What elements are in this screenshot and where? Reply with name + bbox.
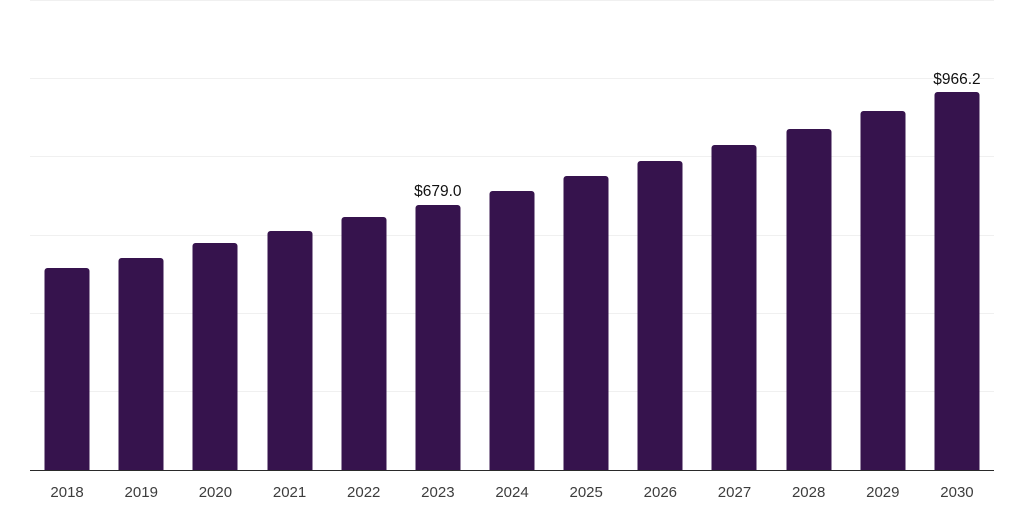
plot-area: $679.0 $966.2 [30,0,994,471]
bar-value-label-2030: $966.2 [933,70,981,88]
bar-2028[interactable] [786,128,832,470]
x-axis-tick-label-2018: 2018 [50,484,84,501]
x-axis-tick-label-2025: 2025 [569,484,603,501]
bar-band-2027 [697,1,771,470]
x-axis-tick-label-2023: 2023 [421,484,455,501]
bar-band-2019 [104,1,178,470]
bar-2030[interactable]: $966.2 [933,72,981,470]
x-axis-tick-label-2022: 2022 [347,484,381,501]
bar-band-2029 [846,1,920,470]
bar-2026[interactable] [637,161,683,470]
x-axis-tick-label-2029: 2029 [866,484,900,501]
bar-band-2020 [178,1,252,470]
bar-band-2030: $966.2 [920,1,994,470]
bar-band-2021 [252,1,326,470]
gridline [30,78,994,80]
bar-2018[interactable] [44,268,90,470]
x-axis-tick-label-2027: 2027 [717,484,752,501]
bar-2021[interactable] [267,230,313,470]
bar-band-2024 [475,1,549,470]
bar-band-2023: $679.0 [401,1,475,470]
bar-2019[interactable] [118,257,164,470]
x-axis-tick-label-2028: 2028 [791,484,826,501]
bar-band-2028 [772,1,846,470]
bar-2020[interactable] [192,242,238,470]
x-axis-tick-label-2020: 2020 [198,484,233,501]
x-axis-tick-label-2024: 2024 [495,484,529,501]
gridline [30,0,994,1]
x-axis-tick-label-2019: 2019 [124,484,158,501]
bar-band-2025 [549,1,623,470]
x-axis-tick-label-2026: 2026 [643,484,678,501]
bar-band-2018 [30,1,104,470]
bar-2025[interactable] [563,176,609,470]
x-axis-tick-label-2021: 2021 [272,484,307,501]
bars-container: $679.0 $966.2 [30,1,994,470]
bar-2022[interactable] [341,217,387,470]
bar-band-2026 [623,1,697,470]
x-axis-tick-label-2030: 2030 [940,484,974,501]
bar-2029[interactable] [860,110,906,470]
gridline [30,156,994,158]
bar-2023[interactable]: $679.0 [414,184,462,470]
bar-value-label-2023: $679.0 [414,183,462,201]
bar-2024[interactable] [489,190,535,470]
x-axis-tick-labels: 2018 2019 2020 2021 2022 2023 2024 2025 2026 2027… [30,482,994,504]
bar-2027[interactable] [711,145,757,470]
bar-band-2022 [327,1,401,470]
